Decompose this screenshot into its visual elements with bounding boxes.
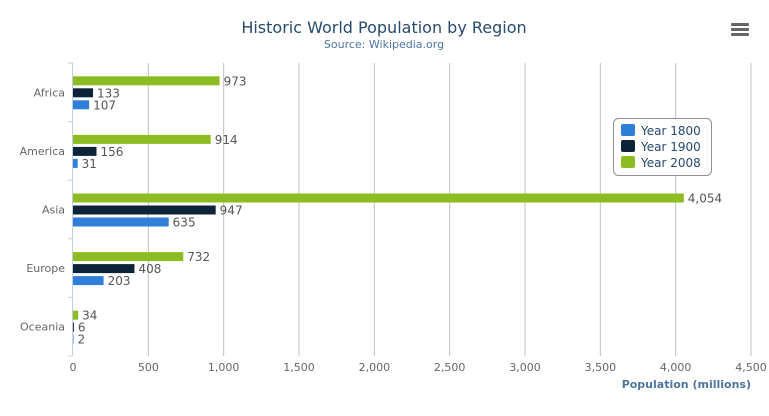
x-tick-label: 2,000 <box>359 361 391 374</box>
data-label: 4,054 <box>688 192 722 206</box>
bar-year-1900[interactable] <box>73 205 216 215</box>
axis-title: Population (millions) <box>622 378 751 391</box>
data-label: 156 <box>101 145 124 159</box>
legend-symbol[interactable] <box>621 156 635 168</box>
bar-year-1800[interactable] <box>73 276 104 286</box>
data-label: 6 <box>78 321 86 335</box>
data-label: 31 <box>82 157 97 171</box>
data-label: 408 <box>138 262 161 276</box>
bar-year-1800[interactable] <box>73 334 74 344</box>
data-label: 107 <box>93 98 116 112</box>
chart-title: Historic World Population by Region <box>241 18 526 37</box>
category-label: Africa <box>34 86 65 99</box>
hamburger-menu-icon[interactable] <box>731 23 749 39</box>
legend-item[interactable]: Year 2008 <box>640 156 701 170</box>
data-label: 635 <box>173 216 196 230</box>
data-label: 203 <box>108 274 131 288</box>
x-tick-label: 3,500 <box>585 361 617 374</box>
x-tick-label: 2,500 <box>434 361 466 374</box>
x-tick-label: 3,000 <box>509 361 541 374</box>
legend-item[interactable]: Year 1800 <box>640 124 701 138</box>
legend-symbol[interactable] <box>621 124 635 136</box>
bar-year-2008[interactable] <box>73 76 220 86</box>
bar-year-1800[interactable] <box>73 100 90 110</box>
category-label: America <box>20 145 65 158</box>
legend-box <box>613 118 712 176</box>
data-label: 732 <box>187 250 210 264</box>
x-tick-label: 4,000 <box>660 361 692 374</box>
data-label: 947 <box>220 204 243 218</box>
chart-subtitle: Source: Wikipedia.org <box>324 38 444 51</box>
x-tick-label: 1,500 <box>283 361 315 374</box>
bar-year-1800[interactable] <box>73 217 169 227</box>
category-label: Asia <box>42 204 65 217</box>
bar-year-2008[interactable] <box>73 310 79 320</box>
bar-year-1900[interactable] <box>73 146 97 156</box>
x-tick-label: 4,500 <box>735 361 767 374</box>
bar-year-2008[interactable] <box>73 134 211 144</box>
bar-year-1900[interactable] <box>73 264 135 274</box>
x-tick-label: 0 <box>70 361 77 374</box>
category-label: Europe <box>26 262 65 275</box>
x-tick-label: 1,000 <box>208 361 240 374</box>
bar-year-1800[interactable] <box>73 158 78 168</box>
data-label: 133 <box>97 86 120 100</box>
data-label: 34 <box>82 309 97 323</box>
data-label: 2 <box>78 333 86 347</box>
data-label: 973 <box>224 74 247 88</box>
category-label: Oceania <box>20 321 65 334</box>
bar-year-2008[interactable] <box>73 193 684 203</box>
bar-year-1900[interactable] <box>73 322 74 332</box>
legend: Year 1800 Year 1900 Year 2008 <box>613 118 712 176</box>
bar-year-1900[interactable] <box>73 88 94 98</box>
legend-symbol[interactable] <box>621 140 635 152</box>
data-label: 914 <box>215 133 238 147</box>
legend-item[interactable]: Year 1900 <box>640 140 701 154</box>
x-tick-label: 500 <box>138 361 159 374</box>
bar-year-2008[interactable] <box>73 252 184 262</box>
